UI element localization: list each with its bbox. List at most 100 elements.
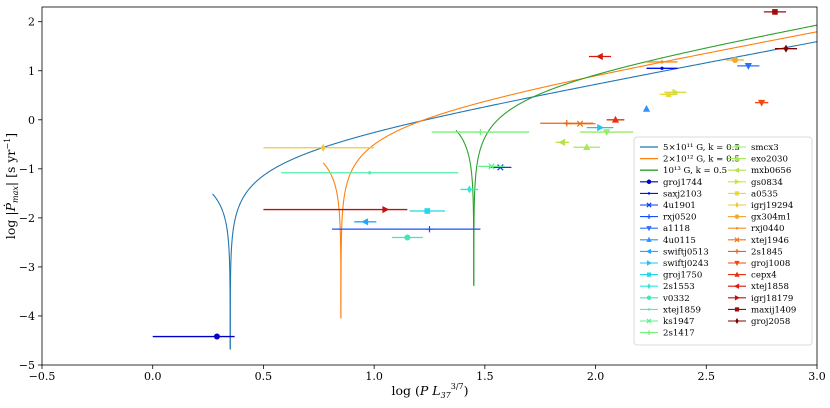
marker-igrj18179 <box>382 205 390 214</box>
legend-item-v0332: v0332 <box>640 294 690 304</box>
marker-4u1901 <box>497 164 504 171</box>
marker-gx304m1 <box>732 56 739 63</box>
legend-label: a1118 <box>663 224 690 234</box>
legend-label: groj1744 <box>663 178 703 188</box>
legend-label: maxij1409 <box>751 305 796 315</box>
y-tick-label: 0 <box>28 114 35 127</box>
point-xtej1859 <box>281 171 459 175</box>
legend-item-4u0115: 4u0115 <box>640 236 696 246</box>
legend-label: swiftj0513 <box>663 247 709 257</box>
legend-label: smcx3 <box>751 143 779 153</box>
point-rxj0520 <box>332 225 481 233</box>
point-igrj19294 <box>263 143 375 152</box>
x-tick-label: −0.5 <box>29 370 56 383</box>
x-tick-label: 2.5 <box>698 370 716 383</box>
legend-marker <box>734 295 740 301</box>
point-groj1750 <box>409 208 445 214</box>
point-xtej1858 <box>588 52 612 61</box>
marker-a0535 <box>665 91 672 98</box>
legend-item-2s1417: 2s1417 <box>640 329 695 339</box>
legend-label: gs0834 <box>751 178 783 188</box>
marker-ks1947 <box>488 163 495 170</box>
point-groj2058 <box>774 44 798 53</box>
x-tick-label: 1.0 <box>365 370 383 383</box>
legend-marker <box>646 272 652 277</box>
legend-item-smcx3: smcx3 <box>728 143 779 153</box>
legend-marker <box>646 330 652 335</box>
legend-item-xtej1946: xtej1946 <box>728 236 789 246</box>
legend-item-a1118: a1118 <box>640 224 690 234</box>
marker-smcx3 <box>603 129 611 137</box>
x-tick-label: 0.5 <box>255 370 273 383</box>
legend-label: exo2030 <box>751 155 788 165</box>
point-a1118 <box>737 63 760 70</box>
x-axis-label: log (P L373/7) <box>391 382 468 400</box>
legend-marker <box>734 271 740 277</box>
legend-label: rxj0440 <box>751 224 785 234</box>
legend-marker <box>646 226 652 232</box>
marker-exo2030 <box>583 143 591 151</box>
point-swiftj0513 <box>354 218 377 226</box>
legend-item-2s1845: 2s1845 <box>728 247 783 257</box>
marker-rxj0440 <box>660 60 664 64</box>
legend-marker <box>734 283 740 289</box>
model-curve-left <box>455 129 475 286</box>
legend-item-groj1008: groj1008 <box>728 259 790 269</box>
legend-item-5-10-g-k-0-5: 5×10¹¹ G, k = 0.5 <box>640 143 740 153</box>
marker-rxj0520 <box>426 225 433 233</box>
legend-item-cepx4: cepx4 <box>728 271 777 281</box>
legend-marker <box>734 167 740 173</box>
legend-marker <box>734 191 740 196</box>
legend-label: igrj19294 <box>751 201 794 211</box>
legend-item-ks1947: ks1947 <box>640 317 695 327</box>
marker-a1118 <box>744 63 752 70</box>
legend-label: groj1008 <box>751 259 790 269</box>
model-curve <box>473 24 817 286</box>
legend-label: cepx4 <box>751 271 777 281</box>
legend-item-2-10-g-k-0-5: 2×10¹² G, k = 0.5 <box>640 155 740 165</box>
legend-item-groj1744: groj1744 <box>640 178 703 188</box>
legend-marker <box>734 260 740 266</box>
point-rxj0440 <box>646 60 678 64</box>
point-2s1417 <box>431 128 530 136</box>
legend-item-groj1750: groj1750 <box>640 271 702 281</box>
point-ks1947 <box>478 163 505 170</box>
legend-label: rxj0520 <box>663 213 697 223</box>
legend-label: 5×10¹¹ G, k = 0.5 <box>663 143 740 153</box>
marker-xtej1859 <box>368 171 372 175</box>
legend-marker <box>734 307 740 312</box>
legend-marker <box>646 214 652 219</box>
y-tick-label: −2 <box>19 212 35 225</box>
legend-label: 2s1417 <box>663 329 695 339</box>
point-maxij1409 <box>763 9 786 15</box>
legend-item-2s1553: 2s1553 <box>640 282 695 292</box>
legend-item-igrj18179: igrj18179 <box>728 294 793 304</box>
marker-maxij1409 <box>772 9 778 15</box>
legend-item-gx304m1: gx304m1 <box>728 213 791 223</box>
point-smcx3 <box>580 129 634 137</box>
y-tick-label: −5 <box>19 359 35 372</box>
legend-marker <box>734 155 740 161</box>
legend-label: mxb0656 <box>751 166 791 176</box>
marker-2s1845 <box>563 120 570 127</box>
marker-swiftj0513 <box>361 218 369 226</box>
marker-4u0115 <box>642 105 651 112</box>
legend-marker <box>646 179 652 185</box>
legend-item-swiftj0243: swiftj0243 <box>640 259 709 269</box>
legend-label: igrj18179 <box>751 294 793 304</box>
legend-item-4u1901: 4u1901 <box>640 201 696 211</box>
legend-marker <box>647 308 651 311</box>
point-cepx4 <box>606 115 625 123</box>
legend-label: xtej1858 <box>751 282 789 292</box>
point-2s1845 <box>540 120 594 127</box>
legend-label: 2×10¹² G, k = 0.5 <box>663 155 740 165</box>
point-exo2030 <box>573 143 600 151</box>
point-swiftj0243 <box>586 124 614 132</box>
legend-item-gs0834: gs0834 <box>728 178 783 188</box>
legend-marker <box>734 237 740 243</box>
legend-marker <box>734 179 740 185</box>
legend-item-mxb0656: mxb0656 <box>728 166 791 176</box>
marker-v0332 <box>404 234 411 241</box>
model-curve <box>340 31 817 319</box>
